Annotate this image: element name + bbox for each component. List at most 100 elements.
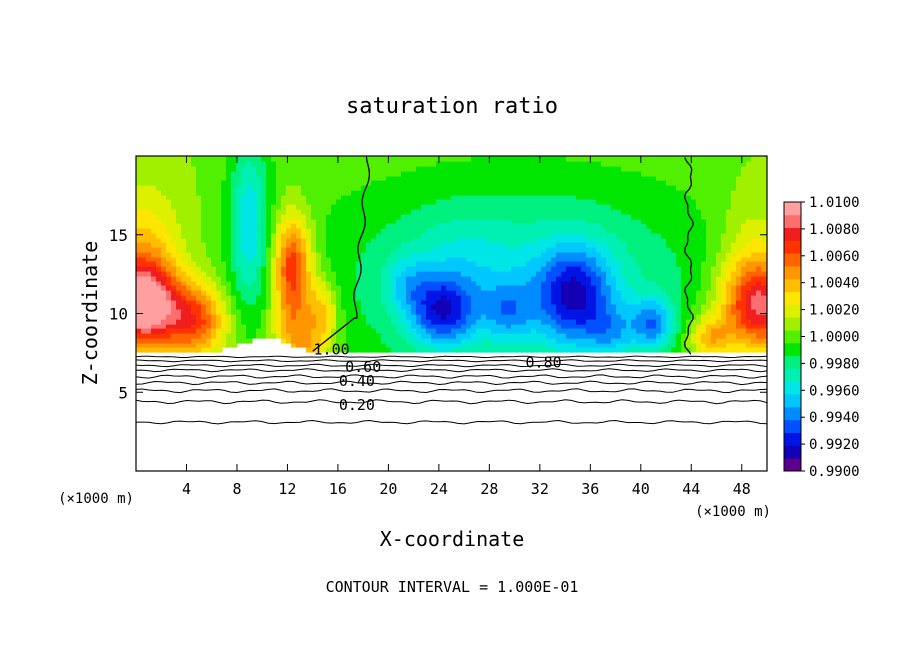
field-cell <box>216 289 223 296</box>
field-cell <box>411 232 418 239</box>
field-cell <box>706 160 713 167</box>
field-cell <box>221 323 228 329</box>
field-cell <box>181 313 188 320</box>
field-cell <box>486 237 493 243</box>
field-cell <box>286 275 293 282</box>
field-cell <box>281 280 288 286</box>
field-cell <box>501 156 508 162</box>
field-cell <box>166 275 173 282</box>
field-cell <box>281 222 288 229</box>
field-cell <box>451 232 458 239</box>
field-cell <box>406 203 413 210</box>
field-cell <box>456 308 463 315</box>
field-cell <box>501 160 508 167</box>
field-cell <box>721 237 728 243</box>
field-cell <box>331 303 338 310</box>
field-cell <box>261 299 268 305</box>
field-cell <box>621 179 628 186</box>
field-cell <box>436 189 443 196</box>
field-cell <box>626 246 633 253</box>
field-cell <box>471 160 478 167</box>
field-cell <box>241 246 248 253</box>
field-cell <box>396 194 403 200</box>
field-cell <box>346 194 353 200</box>
field-cell <box>481 342 488 348</box>
field-cell <box>256 275 263 282</box>
field-cell <box>266 270 273 277</box>
field-cell <box>651 251 658 258</box>
field-cell <box>241 323 248 329</box>
field-cell <box>501 232 508 239</box>
field-cell <box>646 337 653 344</box>
field-cell <box>151 318 158 325</box>
field-cell <box>641 327 648 334</box>
field-cell <box>541 337 548 344</box>
field-cell <box>591 265 598 272</box>
field-cell <box>331 308 338 315</box>
field-cell <box>591 179 598 186</box>
field-cell <box>571 270 578 277</box>
field-cell <box>656 246 663 253</box>
field-cell <box>671 256 678 262</box>
field-cell <box>371 208 378 215</box>
field-cell <box>271 189 278 196</box>
field-cell <box>466 222 473 229</box>
field-cell <box>666 175 673 181</box>
field-cell <box>256 184 263 191</box>
field-cell <box>646 237 653 243</box>
field-cell <box>176 342 183 348</box>
field-cell <box>416 337 423 344</box>
field-cell <box>681 346 688 353</box>
field-cell <box>636 270 643 277</box>
field-cell <box>381 270 388 277</box>
field-cell <box>296 265 303 272</box>
field-cell <box>261 218 268 224</box>
field-cell <box>231 218 238 224</box>
field-cell <box>311 175 318 181</box>
field-cell <box>596 327 603 334</box>
field-cell <box>561 189 568 196</box>
field-cell <box>286 270 293 277</box>
field-cell <box>461 342 468 348</box>
field-cell <box>551 280 558 286</box>
field-cell <box>486 342 493 348</box>
field-cell <box>721 337 728 344</box>
field-cell <box>191 294 198 301</box>
field-cell <box>656 318 663 325</box>
field-cell <box>626 232 633 239</box>
field-cell <box>421 194 428 200</box>
field-cell <box>226 337 233 344</box>
field-cell <box>566 241 573 248</box>
field-cell <box>356 218 363 224</box>
field-cell <box>171 175 178 181</box>
field-cell <box>326 337 333 344</box>
field-cell <box>156 327 163 334</box>
field-cell <box>176 327 183 334</box>
field-cell <box>216 308 223 315</box>
field-cell <box>451 308 458 315</box>
field-cell <box>416 299 423 305</box>
field-cell <box>551 327 558 334</box>
field-cell <box>676 308 683 315</box>
field-cell <box>601 342 608 348</box>
field-cell <box>526 203 533 210</box>
field-cell <box>406 275 413 282</box>
field-cell <box>366 299 373 305</box>
field-cell <box>651 198 658 205</box>
field-cell <box>581 179 588 186</box>
field-cell <box>471 203 478 210</box>
field-cell <box>401 294 408 301</box>
field-cell <box>641 270 648 277</box>
field-cell <box>696 156 703 162</box>
field-cell <box>401 213 408 220</box>
field-cell <box>156 203 163 210</box>
field-cell <box>401 289 408 296</box>
field-cell <box>286 208 293 215</box>
field-cell <box>156 237 163 243</box>
field-cell <box>666 170 673 177</box>
field-cell <box>401 303 408 310</box>
field-cell <box>616 160 623 167</box>
field-cell <box>666 332 673 339</box>
field-cell <box>276 246 283 253</box>
field-cell <box>181 275 188 282</box>
